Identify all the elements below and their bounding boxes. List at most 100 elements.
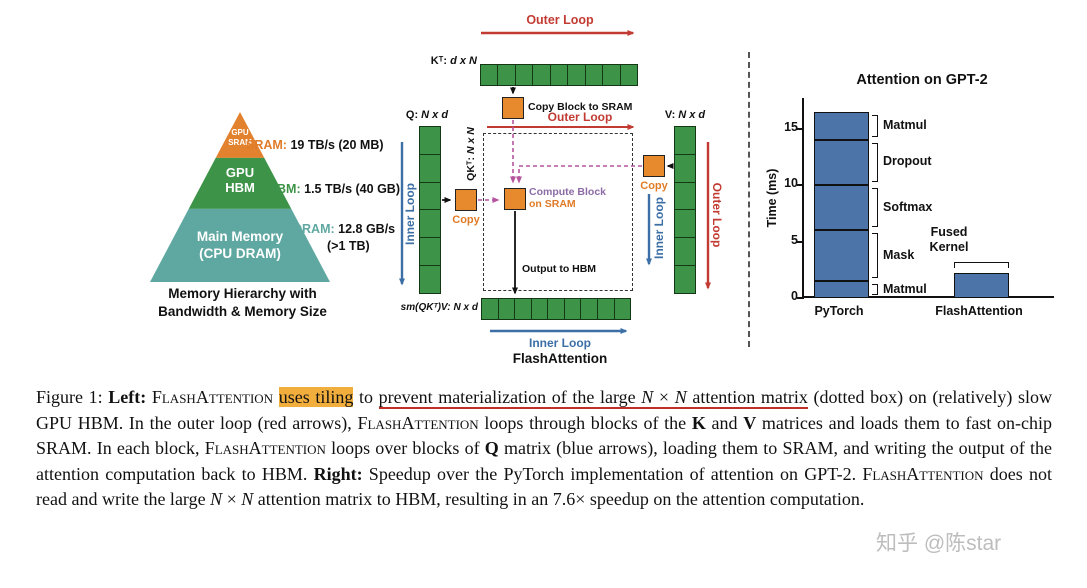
pytorch-bar-segment [814, 281, 869, 298]
caption-segment: N [674, 387, 687, 409]
y-tick-label: 0 [791, 289, 798, 303]
matrix-cell [674, 126, 696, 155]
caption-segment: attention matrix to HBM, resulting in an… [253, 489, 865, 509]
matrix-cell [481, 298, 499, 320]
pyramid-label-hbm: GPU HBM [225, 165, 255, 195]
memory-hierarchy-caption: Memory Hierarchy with Bandwidth & Memory … [158, 286, 327, 319]
spec-hbm-value: 1.5 TB/s (40 GB) [300, 182, 400, 196]
v-matrix [674, 126, 696, 294]
pytorch-bar-segment [814, 185, 869, 231]
fused-kernel-label: Fused Kernel [929, 225, 969, 255]
caption-segment: (dotted box) on (relatively) slow GPU HB… [36, 387, 1052, 433]
matrix-cell [563, 298, 582, 320]
v-matrix-label: V: N x d [664, 109, 706, 121]
v-copy-block [643, 155, 665, 177]
outer-loop-label-mid: Outer Loop [547, 110, 613, 124]
gpt2-attention-chart: Attention on GPT-2 Time (ms) 0 5 10 15 Matmu… [762, 58, 1074, 328]
caption-segment: prevent materialization of the large [378, 387, 642, 409]
memory-hierarchy-panel: GPU SRAM GPU HBM Main Memory (CPU DRAM) SRA… [125, 100, 400, 330]
segment-bracket [872, 284, 878, 295]
chart-plot: 0 5 10 15 Matmul Mask Softmax Dropout Matmul Fuse… [784, 98, 1054, 303]
matrix-cell [514, 298, 532, 320]
x-label-flashattention: FlashAttention [935, 304, 1023, 318]
segment-label: Matmul [883, 281, 927, 296]
caption-segment: matrices and loads them to fast on-chip … [36, 412, 1052, 459]
matrix-cell [674, 265, 696, 294]
segment-bracket [872, 188, 878, 228]
matrix-cell [419, 265, 441, 294]
y-tick-mark [797, 127, 804, 130]
matrix-cell [419, 126, 441, 155]
matrix-cell [419, 237, 441, 267]
caption-segment: uses tiling [278, 387, 354, 407]
caption-segment: FlashAttention [357, 412, 479, 433]
sram-copy-block-top [502, 97, 524, 119]
q-matrix [419, 126, 441, 294]
copy-block-to-sram-label: Copy Block to SRAM [528, 101, 633, 113]
pyramid-label-sram: GPU SRAM [228, 128, 252, 147]
attention-matrix-dotted-box [483, 133, 633, 291]
q-copy-block [455, 189, 477, 211]
caption-segment: Figure 1: [36, 387, 109, 407]
y-tick-label: 5 [791, 232, 798, 247]
caption-segment: to [353, 387, 379, 407]
caption-segment: Left: [108, 387, 152, 407]
flashattention-diagram: Outer Loop Kᵀ: d x N Copy Block to SRAM O… [395, 10, 745, 378]
matrix-cell [530, 298, 549, 320]
watermark: 知乎 @陈star [876, 532, 1002, 555]
caption-segment: × [653, 387, 675, 409]
y-tick-label: 10 [784, 176, 798, 190]
y-tick-mark [797, 297, 804, 299]
outer-loop-label-top: Outer Loop [526, 13, 594, 27]
memory-pyramid: GPU SRAM GPU HBM Main Memory (CPU DRAM) [150, 112, 330, 282]
inner-loop-label-bottom: Inner Loop [529, 336, 591, 350]
matrix-cell [419, 209, 441, 239]
segment-label: Mask [883, 247, 915, 262]
spec-dram: DRAM: 12.8 GB/s (>1 TB) [293, 221, 395, 255]
fused-kernel-bracket [954, 262, 1009, 269]
y-tick-mark [797, 240, 804, 243]
spec-dram-value2: (>1 TB) [327, 239, 370, 253]
q-matrix-label: Q: N x d [405, 109, 449, 121]
matrix-cell [567, 64, 586, 86]
caption-segment: loops through blocks of the [478, 412, 692, 433]
caption-segment: N [641, 387, 654, 409]
inner-loop-label-left: Inner Loop [403, 183, 417, 245]
caption-segment: does not read and write the large [36, 463, 1052, 510]
segment-label: Matmul [883, 117, 927, 132]
flashattention-bar [954, 273, 1009, 298]
matrix-cell [674, 181, 696, 211]
matrix-cell [497, 298, 516, 320]
caption-segment: and [705, 412, 744, 433]
caption-segment: V [743, 412, 757, 433]
matrix-cell [674, 237, 696, 267]
caption-segment [273, 387, 279, 407]
pytorch-bar-segment [814, 111, 869, 140]
segment-bracket [872, 233, 878, 279]
pytorch-bar-segment [814, 139, 869, 185]
matrix-cell [584, 64, 604, 86]
caption-segment: Right: [313, 463, 363, 484]
matrix-cell [596, 298, 615, 320]
spec-dram-value: 12.8 GB/s [334, 222, 396, 236]
matrix-cell [547, 298, 565, 320]
copy-label-left: Copy [452, 214, 480, 226]
output-to-hbm-label: Output to HBM [522, 263, 597, 275]
y-tick-mark [797, 184, 804, 186]
output-matrix [481, 298, 632, 320]
caption-segment: FlashAttention [862, 463, 984, 484]
spec-sram-name: SRAM: [246, 138, 287, 152]
caption-segment: attention matrix [686, 387, 808, 409]
segment-label: Dropout [883, 154, 932, 169]
segment-bracket [872, 114, 878, 137]
outer-loop-label-right: Outer Loop [710, 182, 724, 248]
caption-segment: N [210, 489, 223, 509]
pyramid-label-dram: Main Memory (CPU DRAM) [196, 229, 284, 261]
matrix-cell [419, 153, 441, 183]
kt-matrix [480, 64, 638, 86]
copy-label-right: Copy [640, 180, 668, 192]
caption-segment: FlashAttention [151, 387, 274, 407]
spec-dram-name: DRAM: [293, 222, 335, 236]
output-matrix-label: sm(QKᵀ)V: N x d [400, 302, 478, 313]
